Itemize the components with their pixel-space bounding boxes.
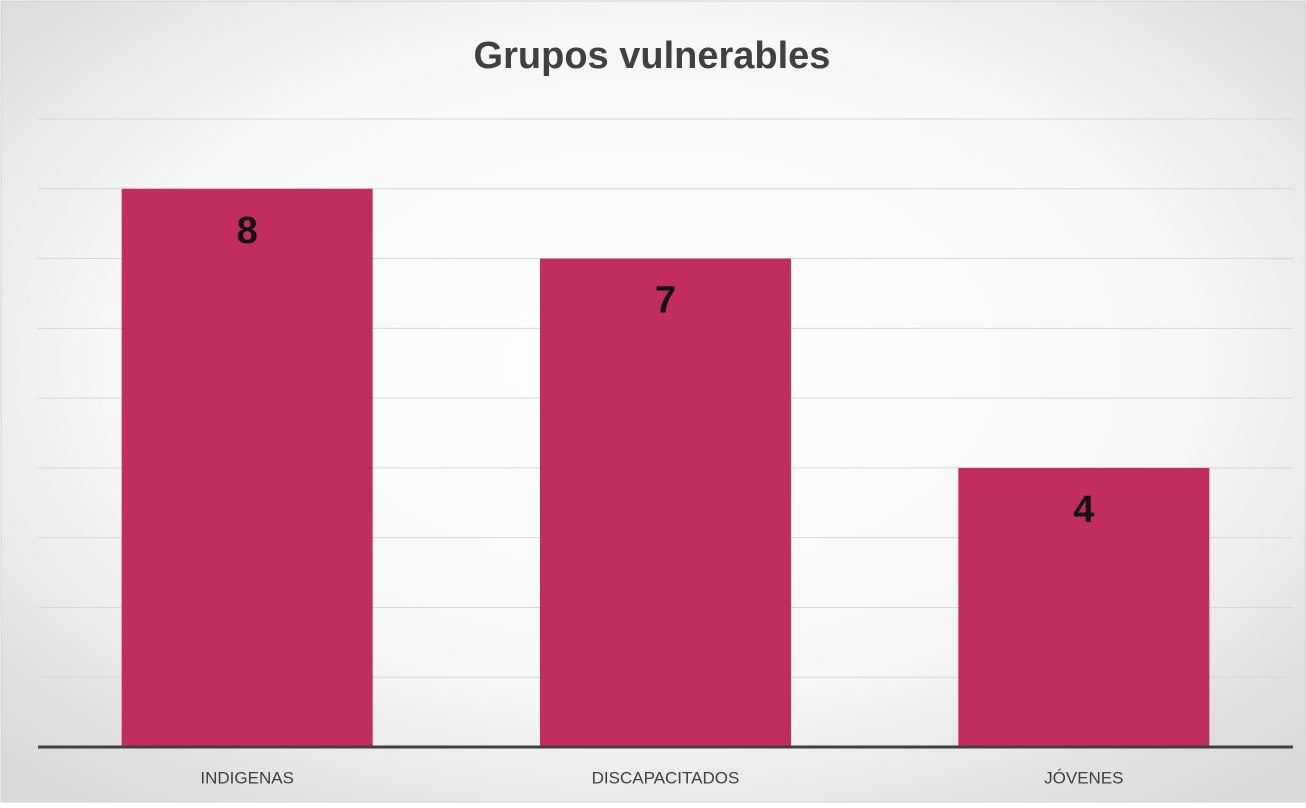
data-label: 8 bbox=[237, 210, 258, 252]
x-tick-label: INDIGENAS bbox=[200, 768, 294, 787]
x-tick-label: JÓVENES bbox=[1044, 768, 1123, 787]
bar bbox=[121, 188, 373, 747]
data-label: 4 bbox=[1073, 489, 1094, 531]
bar bbox=[540, 258, 791, 747]
data-label: 7 bbox=[655, 280, 676, 322]
x-tick-label: DISCAPACITADOS bbox=[592, 768, 740, 787]
chart-title: Grupos vulnerables bbox=[474, 35, 831, 77]
bar bbox=[958, 467, 1210, 747]
